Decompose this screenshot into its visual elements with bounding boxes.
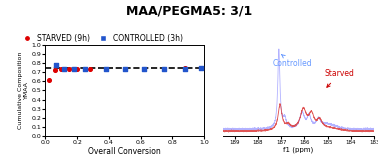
Text: MAA/PEGMA5: 3/1: MAA/PEGMA5: 3/1: [126, 5, 252, 18]
Point: [103, 67, 109, 70]
Point: [198, 66, 204, 69]
Point: [182, 68, 188, 71]
Point: [103, 68, 109, 71]
Point: [82, 68, 88, 71]
Point: [52, 69, 58, 71]
Point: [161, 68, 167, 71]
Point: [182, 66, 188, 69]
Point: [53, 64, 59, 67]
Point: [61, 68, 67, 71]
X-axis label: Overall Conversion: Overall Conversion: [88, 147, 161, 156]
Text: Controlled: Controlled: [273, 54, 313, 68]
Point: [74, 67, 80, 70]
Point: [141, 67, 147, 70]
Point: [161, 67, 167, 70]
Point: [198, 66, 204, 69]
X-axis label: f1 (ppm): f1 (ppm): [284, 147, 314, 153]
Point: [71, 68, 77, 71]
Y-axis label: Cumulative Composition
YMAA: Cumulative Composition YMAA: [18, 52, 29, 129]
Point: [45, 79, 51, 82]
Point: [87, 67, 93, 70]
Point: [141, 68, 147, 71]
Text: Starved: Starved: [324, 69, 354, 87]
Point: [66, 67, 72, 70]
Point: [58, 68, 64, 71]
Legend: STARVED (9h), CONTROLLED (3h): STARVED (9h), CONTROLLED (3h): [19, 34, 183, 43]
Point: [122, 67, 128, 70]
Point: [122, 68, 128, 71]
